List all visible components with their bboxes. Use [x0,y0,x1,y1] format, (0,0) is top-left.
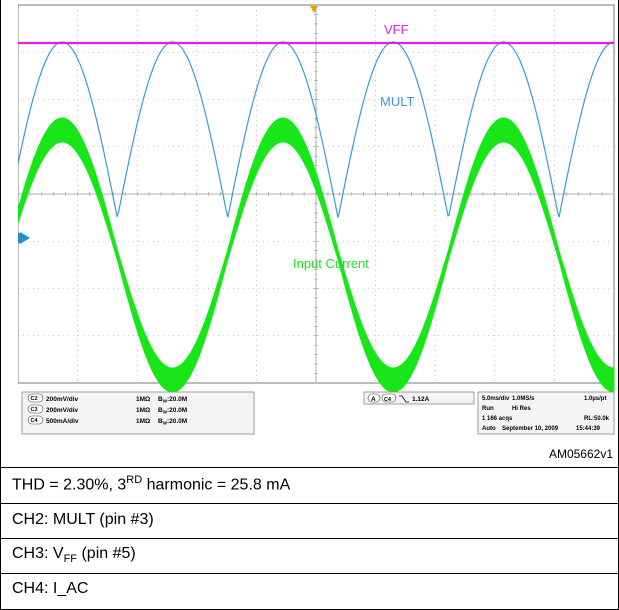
divider-2 [0,503,619,504]
divider-3 [0,538,619,539]
caption-ch3-post: (pin #5) [77,545,136,562]
trigger-channel: C4 [384,397,392,403]
mult-trace [18,41,615,219]
channel-bandwidth-sub: W [163,421,168,426]
caption-thd: THD = 2.30%, 3RD harmonic = 25.8 mA [12,474,290,494]
caption-ch3-pre: CH3: V [12,545,64,562]
caption-ch3: CH3: VFF (pin #5) [12,545,136,565]
channel-scale: 200mV/div [46,407,79,414]
figure-id: AM05662v1 [548,447,613,461]
caption-thd-post: harmonic = 25.8 mA [142,476,291,494]
channel-scale: 500mA/div [46,418,79,425]
channel-coupling: 1MΩ [136,418,150,425]
channel-badge: C3 [31,407,38,413]
channel-bandwidth: BW:20.0M [158,418,187,426]
channel-bandwidth-sub: W [163,410,168,415]
timebase-value: 15:44:39 [576,426,601,432]
channel-scale: 200mV/div [46,396,79,403]
channel-bandwidth-value: :20.0M [167,396,187,403]
oscilloscope-screen: VFF MULT Input Current C2 200mV/div 1MΩ BW:… [18,4,615,435]
trigger-position-marker [310,6,318,13]
timebase-value: Auto [482,426,496,432]
trigger-settings: A C4 1.12A [367,393,430,403]
trigger-slope-icon [399,395,409,403]
frame-left-border [0,0,1,610]
channel-coupling: 1MΩ [136,396,150,403]
timebase-value: 5.0ms/div [482,396,510,402]
timebase-settings: 5.0ms/div 1.0MS/s 1.0µs/pt Run Hi Res 1 166 a… [482,396,610,432]
channel-coupling: 1MΩ [136,407,150,414]
channel-bandwidth-value: :20.0M [167,418,187,425]
trigger-mode-label: A [371,396,376,403]
channel-bandwidth: BW:20.0M [158,407,187,415]
timebase-value: 1 166 acqs [482,416,513,422]
timebase-value: 1.0MS/s [512,396,535,402]
caption-thd-sup: RD [126,474,143,486]
channel-badge: C4 [31,418,39,424]
channel-badge: C2 [31,396,38,402]
trigger-level: 1.12A [412,396,430,403]
caption-thd-pre: THD = 2.30%, 3 [12,476,127,494]
timebase-panel [477,391,615,435]
timebase-value: Hi Res [512,406,531,412]
ground-level-marker [18,232,30,244]
channel-settings-panel [21,391,255,435]
divider-1 [0,467,619,468]
channel-badge-frame [27,415,44,425]
channel-settings: C2 200mV/div 1MΩ BW:20.0M C3 200mV/div 1MΩ BW:2… [27,393,187,426]
timebase-value: RL:50.0k [584,416,610,422]
timebase-value: 1.0µs/pt [584,396,606,402]
divider-4 [0,573,619,574]
caption-ch2: CH2: MULT (pin #3) [12,511,154,528]
caption-ch3-sub: FF [63,553,78,566]
channel-bandwidth-value: :20.0M [167,407,187,414]
channel-bandwidth-sub: W [163,399,168,404]
series-label-vff: VFF [384,22,409,37]
series-label-mult: MULT [380,94,414,109]
timebase-value: Run [482,406,494,412]
series-label-input-current: Input Current [293,256,369,271]
caption-ch4: CH4: I_AC [12,580,89,597]
channel-bandwidth: BW:20.0M [158,396,187,404]
channel-badge-frame [27,404,44,414]
status-bar: C2 200mV/div 1MΩ BW:20.0M C3 200mV/div 1MΩ BW:2… [21,391,615,435]
channel-badge-frame [27,393,44,403]
timebase-value: September 10, 2009 [502,426,559,432]
